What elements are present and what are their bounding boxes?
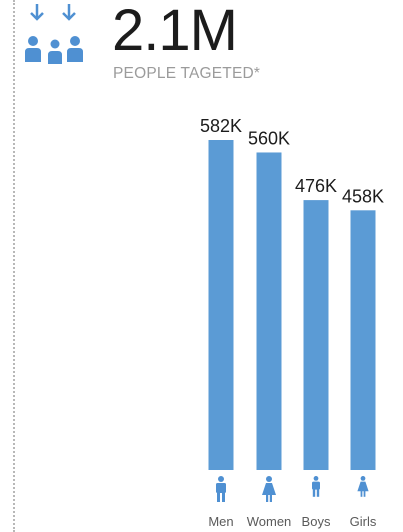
bar-men — [208, 140, 234, 470]
category-label-women: Women — [247, 514, 292, 529]
man-icon — [216, 476, 226, 502]
bar-girls — [350, 210, 376, 471]
girl-icon — [357, 476, 369, 497]
bar-boys — [303, 200, 329, 470]
total-people-subtitle: PEOPLE TAGETED* — [113, 65, 261, 82]
category-label-girls: Girls — [350, 514, 377, 529]
value-label-girls: 458K — [342, 186, 384, 206]
total-people-value: 2.1M — [112, 0, 238, 63]
boy-icon — [312, 476, 320, 497]
value-label-women: 560K — [248, 128, 290, 148]
woman-icon — [262, 476, 276, 502]
category-label-men: Men — [208, 514, 233, 529]
family-with-down-arrows-icon — [25, 4, 83, 64]
value-label-men: 582K — [200, 116, 242, 136]
value-label-boys: 476K — [295, 176, 337, 196]
dotted-divider — [13, 0, 15, 532]
bar-women — [256, 152, 282, 470]
category-label-boys: Boys — [302, 514, 331, 529]
